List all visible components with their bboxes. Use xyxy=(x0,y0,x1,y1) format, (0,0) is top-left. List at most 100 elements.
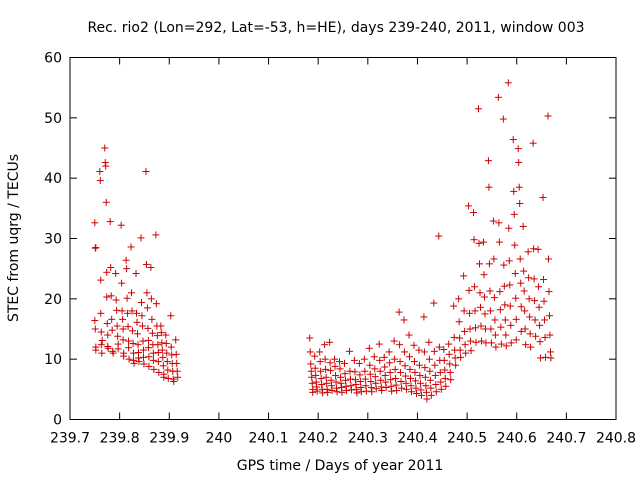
data-point xyxy=(412,390,420,398)
data-point xyxy=(172,350,180,358)
data-point xyxy=(365,344,373,352)
data-point xyxy=(460,307,468,315)
data-point xyxy=(107,292,115,300)
data-point xyxy=(466,325,474,333)
data-point xyxy=(544,255,552,263)
data-point xyxy=(366,361,374,369)
data-point xyxy=(311,352,319,360)
data-point xyxy=(357,388,365,396)
data-point xyxy=(163,349,171,357)
data-point xyxy=(386,368,394,376)
data-point xyxy=(467,347,475,355)
data-point xyxy=(102,198,110,206)
data-point xyxy=(476,303,484,311)
y-tick-label: 20 xyxy=(44,292,62,308)
data-point xyxy=(516,255,524,263)
data-point xyxy=(504,79,512,87)
data-point xyxy=(440,346,448,354)
x-tick-label: 240.4 xyxy=(397,431,437,447)
x-tick-label: 240.8 xyxy=(596,431,636,447)
data-point xyxy=(437,378,445,386)
data-point xyxy=(143,304,151,312)
data-point xyxy=(490,294,498,302)
data-point xyxy=(154,349,162,357)
data-point xyxy=(173,359,181,367)
data-point xyxy=(137,298,145,306)
data-point xyxy=(97,309,105,317)
data-point xyxy=(147,295,155,303)
data-point xyxy=(135,358,143,366)
data-point xyxy=(119,336,127,344)
data-point xyxy=(92,346,100,354)
data-point xyxy=(167,343,175,351)
data-point xyxy=(480,271,488,279)
x-tick-label: 240.6 xyxy=(497,431,537,447)
data-point xyxy=(164,366,172,374)
data-point xyxy=(345,347,353,355)
data-point xyxy=(158,346,166,354)
data-point xyxy=(396,358,404,366)
data-point xyxy=(370,353,378,361)
data-point xyxy=(516,200,524,208)
data-point xyxy=(526,313,534,321)
data-point xyxy=(507,339,515,347)
data-point xyxy=(524,248,532,256)
data-point xyxy=(475,239,483,247)
data-point xyxy=(436,368,444,376)
data-point xyxy=(393,387,401,395)
data-point xyxy=(307,360,315,368)
data-point xyxy=(430,299,438,307)
data-point xyxy=(128,307,136,315)
data-point xyxy=(316,348,324,356)
data-point xyxy=(501,301,509,309)
data-point xyxy=(112,269,120,277)
data-point xyxy=(495,219,503,227)
data-point xyxy=(491,316,499,324)
data-point xyxy=(489,217,497,225)
data-point xyxy=(431,371,439,379)
data-point xyxy=(123,294,131,302)
data-point xyxy=(333,388,341,396)
data-point xyxy=(152,231,160,239)
data-point xyxy=(521,325,529,333)
data-point xyxy=(546,331,554,339)
data-point xyxy=(371,365,379,373)
data-point xyxy=(512,336,520,344)
data-point xyxy=(460,272,468,280)
data-point xyxy=(432,381,440,389)
data-point xyxy=(123,265,131,273)
data-point xyxy=(519,222,527,230)
data-point xyxy=(356,371,364,379)
data-point xyxy=(442,382,450,390)
data-point xyxy=(172,336,180,344)
data-point xyxy=(542,353,550,361)
y-axis: 0 10 20 30 40 50 60 xyxy=(44,51,616,429)
data-point xyxy=(153,332,161,340)
data-point xyxy=(490,255,498,263)
data-point xyxy=(400,316,408,324)
data-point xyxy=(142,168,150,176)
data-point xyxy=(346,375,354,383)
data-point xyxy=(485,183,493,191)
data-point xyxy=(113,322,121,330)
data-point xyxy=(487,339,495,347)
data-point xyxy=(306,334,314,342)
data-point xyxy=(476,260,483,268)
data-point xyxy=(134,341,142,349)
data-point xyxy=(471,283,479,291)
data-point xyxy=(317,367,325,375)
data-point xyxy=(479,238,487,246)
data-point xyxy=(376,356,384,364)
data-point xyxy=(134,330,142,338)
data-point xyxy=(361,367,369,375)
data-point xyxy=(155,368,163,376)
x-tick-label: 240.5 xyxy=(447,431,487,447)
data-point xyxy=(324,388,332,396)
data-point xyxy=(371,373,379,381)
data-point xyxy=(480,293,488,301)
data-point xyxy=(91,219,99,227)
data-point xyxy=(388,387,396,395)
data-point xyxy=(485,260,493,268)
data-point xyxy=(164,374,172,382)
data-point xyxy=(139,346,147,354)
